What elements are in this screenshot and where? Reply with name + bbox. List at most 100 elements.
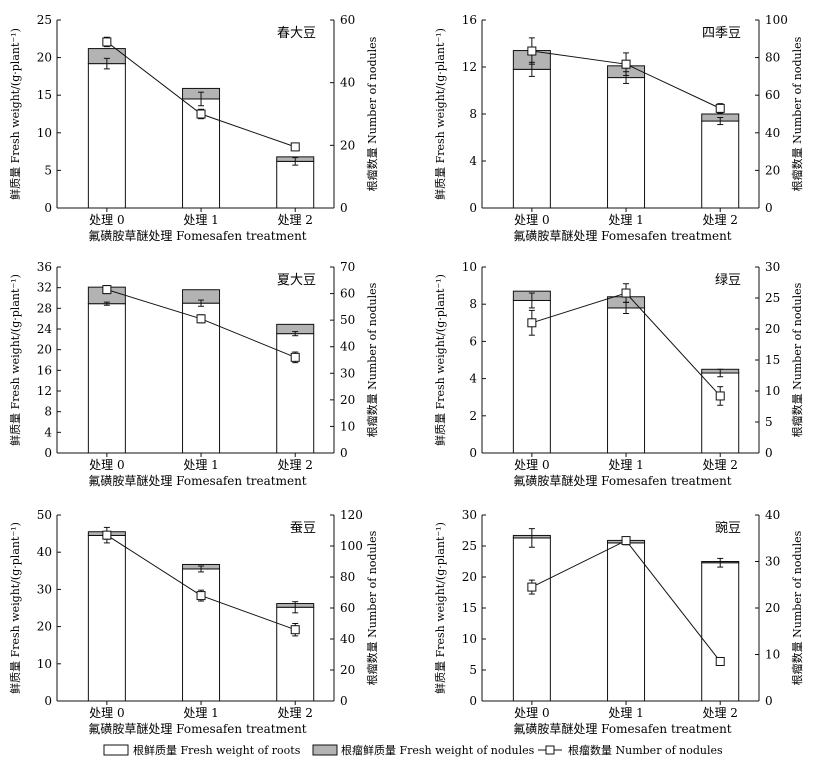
marker-nodule-number: [715, 103, 725, 113]
y-tick-label: 24: [37, 322, 53, 336]
y-tick-label: 10: [37, 126, 52, 140]
y2-tick-label: 0: [765, 694, 773, 708]
y2-tick-label: 60: [765, 88, 780, 102]
marker-nodule-number: [290, 352, 300, 362]
x-axis-label: 氟磺胺草醚处理 Fomesafen treatment: [88, 722, 306, 736]
y-tick-label: 50: [37, 508, 52, 522]
x-tick-label: 处理 0: [89, 706, 124, 720]
bar-roots: [607, 542, 646, 702]
bar-roots: [607, 307, 646, 454]
y2-tick-label: 0: [765, 201, 773, 215]
y-axis-label: 鲜质量 Fresh weight/(g·plant⁻¹): [433, 522, 447, 694]
bar-roots: [182, 302, 221, 454]
y2-tick-label: 80: [340, 570, 355, 584]
y2-tick-label: 120: [340, 508, 363, 522]
y-tick-label: 0: [469, 446, 477, 460]
y-tick-label: 15: [462, 601, 477, 615]
y2-tick-label: 60: [340, 13, 355, 27]
marker-nodule-number: [196, 109, 206, 119]
y-tick-label: 4: [44, 425, 52, 439]
bar-roots: [607, 77, 646, 209]
bar-roots: [701, 372, 740, 454]
marker-nodule-number: [290, 142, 300, 152]
y2-tick-label: 30: [340, 366, 355, 380]
chart-panel-2: 0 4 8 12 16 20 24 28 32 36 0 10 20 30 40 50 60 70 处理 0 处理 1…: [8, 260, 379, 488]
marker-nodule-number: [102, 530, 112, 540]
x-axis-label: 氟磺胺草醚处理 Fomesafen treatment: [513, 474, 731, 488]
y-tick-label: 25: [462, 539, 477, 553]
marker-nodule-number: [621, 59, 631, 69]
y2-tick-label: 30: [765, 260, 780, 274]
chart-panel-0: 0 5 10 15 20 25 0 20 40 60 处理 0 处理 1 处理 2 春大豆氟磺胺草醚处理 …: [8, 13, 379, 243]
marker-nodule-number: [196, 591, 206, 601]
y2-axis-label: 根瘤数量 Number of nodules: [365, 36, 379, 191]
y-tick-label: 32: [37, 281, 52, 295]
marker-nodule-number: [715, 656, 725, 666]
y2-tick-label: 0: [765, 446, 773, 460]
y2-tick-label: 40: [765, 508, 780, 522]
panel-title: 春大豆: [277, 26, 316, 41]
y-axis-label: 鲜质量 Fresh weight/(g·plant⁻¹): [8, 28, 22, 200]
y-tick-label: 0: [469, 201, 477, 215]
chart-panel-1: 0 4 8 12 16 0 20 40 60 80 100 处理 0 处理 1 处理 2 四季豆氟磺胺草醚处…: [433, 13, 804, 243]
y-tick-label: 4: [469, 154, 477, 168]
bar-roots: [182, 98, 221, 209]
y-tick-label: 0: [44, 694, 52, 708]
panel-title: 豌豆: [715, 520, 741, 536]
y2-tick-label: 10: [340, 419, 355, 433]
x-tick-label: 处理 1: [183, 458, 218, 472]
y2-tick-label: 20: [340, 393, 355, 407]
bar-roots: [87, 534, 126, 702]
marker-nodule-number: [102, 285, 112, 295]
bar-roots: [276, 606, 315, 702]
y2-tick-label: 0: [340, 446, 348, 460]
y-tick-label: 28: [37, 301, 52, 315]
legend-label-roots: 根鲜质量 Fresh weight of roots: [133, 743, 301, 757]
y-tick-label: 20: [462, 570, 477, 584]
x-tick-label: 处理 2: [277, 458, 312, 472]
x-tick-label: 处理 0: [514, 706, 549, 720]
y-tick-label: 16: [37, 363, 52, 377]
y-tick-label: 12: [37, 384, 52, 398]
y2-tick-label: 5: [765, 415, 773, 429]
x-tick-label: 处理 0: [514, 458, 549, 472]
y2-tick-label: 60: [340, 287, 355, 301]
y-tick-label: 30: [37, 582, 52, 596]
y-tick-label: 10: [462, 260, 477, 274]
x-tick-label: 处理 2: [277, 213, 312, 227]
y2-tick-label: 25: [765, 291, 780, 305]
bar-roots: [512, 299, 551, 454]
x-tick-label: 处理 0: [89, 213, 124, 227]
y2-tick-label: 0: [340, 201, 348, 215]
y-tick-label: 2: [469, 409, 477, 423]
marker-nodule-number: [527, 582, 537, 592]
y2-axis-label: 根瘤数量 Number of nodules: [365, 282, 379, 437]
marker-nodule-number: [621, 288, 631, 298]
y2-tick-label: 20: [765, 322, 780, 336]
x-tick-label: 处理 2: [702, 213, 737, 227]
marker-nodule-number: [621, 536, 631, 546]
y2-tick-label: 40: [340, 340, 355, 354]
marker-nodule-number: [715, 391, 725, 401]
y-tick-label: 16: [462, 13, 477, 27]
x-tick-label: 处理 2: [277, 706, 312, 720]
y-tick-label: 5: [469, 663, 477, 677]
y2-tick-label: 80: [765, 51, 780, 65]
y-tick-label: 40: [37, 545, 52, 559]
y-tick-label: 36: [37, 260, 52, 274]
marker-nodule-number: [196, 314, 206, 324]
y2-tick-label: 100: [340, 539, 363, 553]
y-tick-label: 10: [37, 657, 52, 671]
y2-tick-label: 100: [765, 13, 788, 27]
y-axis-label: 鲜质量 Fresh weight/(g·plant⁻¹): [8, 274, 22, 446]
x-tick-label: 处理 1: [608, 458, 643, 472]
bar-roots: [512, 537, 551, 702]
y-tick-label: 25: [37, 13, 52, 27]
legend-swatch-nodules-weight: [312, 744, 338, 756]
y2-tick-label: 20: [765, 601, 780, 615]
x-axis-label: 氟磺胺草醚处理 Fomesafen treatment: [513, 722, 731, 736]
bar-roots: [182, 568, 221, 702]
marker-nodule-number: [102, 37, 112, 47]
